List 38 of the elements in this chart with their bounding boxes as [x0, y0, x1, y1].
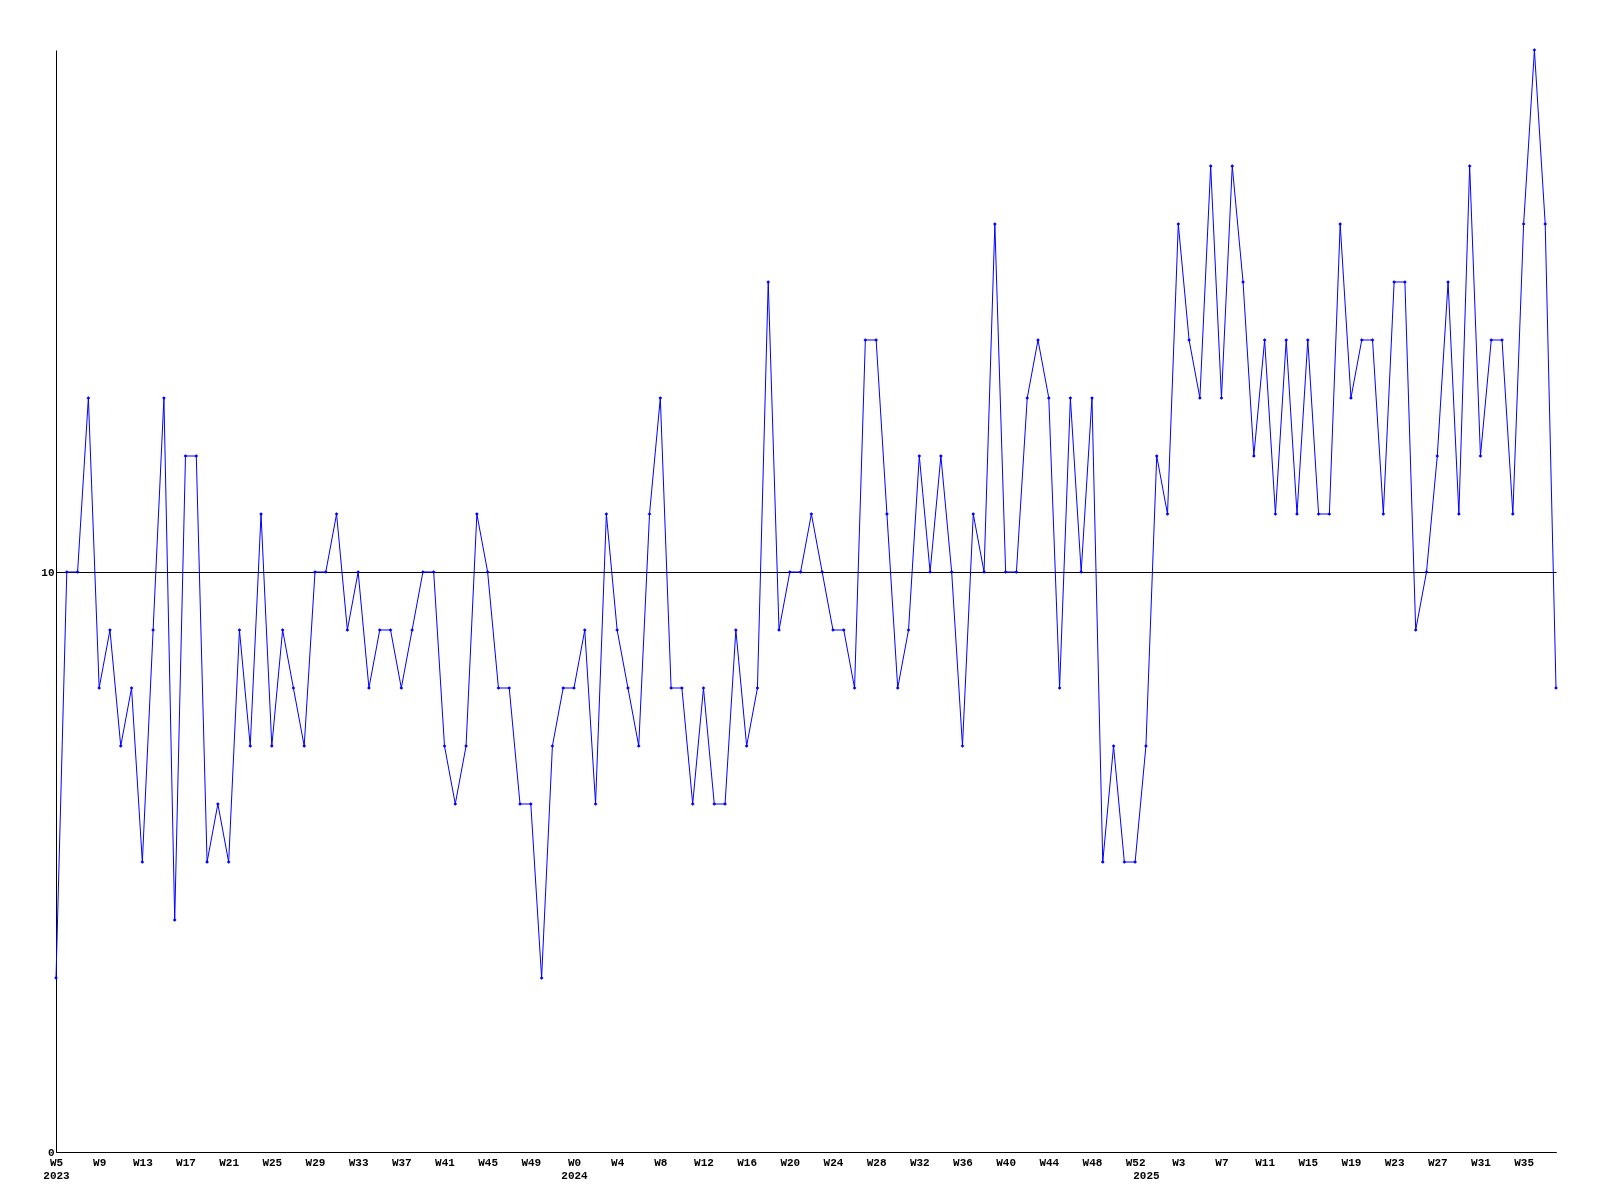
x-tick-label: W24 [823, 1156, 844, 1169]
x-tick-label: W7 [1215, 1156, 1229, 1169]
x-tick-label: W37 [391, 1156, 412, 1169]
x-tick-label: W8 [654, 1156, 668, 1169]
x-tick-label: W13 [132, 1156, 154, 1169]
x-tick-label: W35 [1514, 1156, 1535, 1169]
x-tick-label: W27 [1427, 1156, 1448, 1169]
x-tick-label: W52 [1125, 1156, 1146, 1169]
x-tick-label: W4 [611, 1156, 625, 1169]
x-tick-label: W44 [1039, 1156, 1060, 1169]
x-tick-label: W19 [1341, 1156, 1362, 1169]
x-tick-label: W25 [262, 1156, 283, 1169]
x-tick-label: W28 [866, 1156, 887, 1169]
x-tick-label: W31 [1471, 1156, 1492, 1169]
x-tick-label: W33 [348, 1156, 369, 1169]
x-tick-label: W17 [176, 1156, 196, 1169]
y-tick-label: 10 [41, 566, 55, 579]
x-tick-label: W21 [219, 1156, 240, 1169]
x-tick-label: 2025 [1133, 1169, 1161, 1182]
x-tick-label: W20 [780, 1156, 801, 1169]
x-tick-label: W15 [1298, 1156, 1319, 1169]
x-tick-label: W36 [953, 1156, 973, 1169]
x-tick-label: W49 [521, 1156, 542, 1169]
x-tick-label: W29 [305, 1156, 326, 1169]
x-tick-label: W12 [694, 1156, 714, 1169]
x-tick-label: W41 [435, 1156, 456, 1169]
x-tick-label: W0 2024 [561, 1156, 589, 1182]
x-tick-label: W32 [909, 1156, 930, 1169]
x-tick-label: W9 [93, 1156, 107, 1169]
x-tick-label: W5 2023 [43, 1156, 71, 1182]
x-tick-label: W40 [996, 1156, 1017, 1169]
x-tick-label: W45 [478, 1156, 499, 1169]
x-tick-label: W48 [1082, 1156, 1103, 1169]
y-tick-label: 0 [47, 1146, 55, 1159]
x-tick-label: W16 [737, 1156, 758, 1169]
x-tick-label: W23 [1384, 1156, 1405, 1169]
x-tick-label: W11 [1255, 1156, 1276, 1169]
x-tick-label: W3 [1172, 1156, 1186, 1169]
